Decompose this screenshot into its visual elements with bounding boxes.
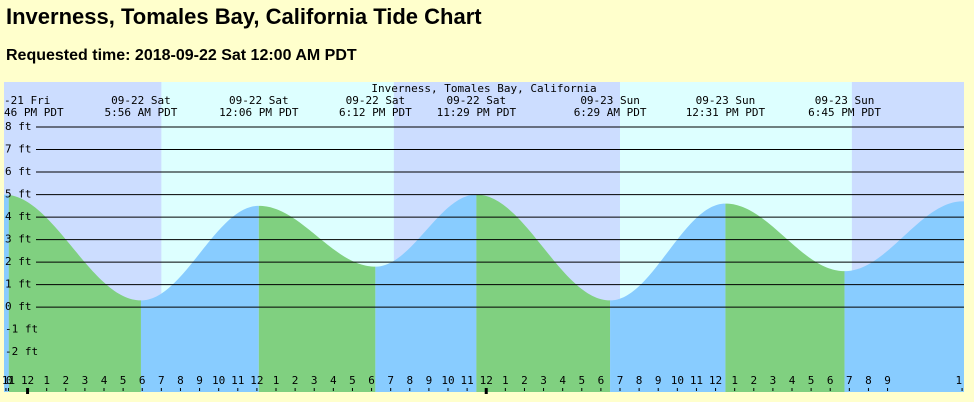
page-title: Inverness, Tomales Bay, California Tide … (6, 4, 482, 29)
y-tick-label: 6 ft (5, 165, 32, 178)
extremum-day-label: 09-23 Sun (815, 94, 875, 107)
x-tick-label: 12 (480, 374, 493, 387)
y-tick-label: 1 ft (5, 278, 32, 291)
tide-area-segment-2 (140, 205, 259, 392)
x-tick-label: 9 (426, 374, 433, 387)
x-tick-label: 3 (770, 374, 777, 387)
x-tick-label: 1 (502, 374, 509, 387)
extremum-time-label: 46 PM PDT (4, 106, 64, 119)
tide-area-segment-5 (476, 194, 611, 392)
x-tick-label: 10 (441, 374, 454, 387)
x-tick-label: 2 (292, 374, 299, 387)
extremum-time-label: 5:56 AM PDT (105, 106, 178, 119)
x-tick-label: 7 (846, 374, 853, 387)
x-tick-label: 12 (709, 374, 722, 387)
y-tick-label: 2 ft (5, 255, 32, 268)
x-tick-label: 11 (231, 374, 244, 387)
extremum-day-label: 09-23 Sun (580, 94, 640, 107)
x-tick-label: 10 (212, 374, 225, 387)
x-tick-label: 8 (865, 374, 872, 387)
extremum-time-label: 12:31 PM PDT (686, 106, 766, 119)
x-tick-label: 4 (559, 374, 566, 387)
x-tick-label: 5 (120, 374, 127, 387)
x-tick-label: 12 (21, 374, 34, 387)
extremum-time-label: 11:29 PM PDT (437, 106, 517, 119)
y-tick-label: -1 ft (5, 323, 38, 336)
tide-area-segment-1 (8, 194, 141, 392)
x-tick-label: 9 (884, 374, 891, 387)
x-tick-label: 5 (349, 374, 356, 387)
x-tick-label: 0 (6, 374, 13, 387)
requested-time: Requested time: 2018-09-22 Sat 12:00 AM … (6, 47, 357, 64)
x-tick-label: 11 (460, 374, 473, 387)
x-tick-label: 8 (406, 374, 413, 387)
x-tick-label: 6 (598, 374, 605, 387)
extremum-time-label: 6:12 PM PDT (339, 106, 412, 119)
tide-area-segment-4 (375, 194, 477, 392)
x-tick-label: 3 (311, 374, 318, 387)
x-tick-label: 4 (789, 374, 796, 387)
tide-area-segment-0 (4, 194, 9, 392)
x-tick-label: 3 (82, 374, 89, 387)
x-tick-label: 1 (273, 374, 280, 387)
x-tick-label: 12 (250, 374, 263, 387)
extremum-time-label: 6:29 AM PDT (574, 106, 647, 119)
chart-title: Inverness, Tomales Bay, California (371, 82, 596, 95)
x-tick-label: 11 (690, 374, 703, 387)
x-tick-label: 8 (177, 374, 184, 387)
x-tick-label: 1 (731, 374, 738, 387)
x-tick-label: 1 (955, 374, 962, 387)
tide-area-segment-8 (844, 201, 964, 392)
x-tick-label: 9 (196, 374, 203, 387)
x-tick-label: 7 (158, 374, 165, 387)
x-tick-label: 8 (636, 374, 643, 387)
x-tick-label: 9 (655, 374, 662, 387)
x-tick-label: 11 (2, 374, 15, 387)
y-tick-label: 8 ft (5, 120, 32, 133)
x-tick-label: 2 (62, 374, 69, 387)
x-tick-label: 5 (578, 374, 585, 387)
x-tick-label: 10 (671, 374, 684, 387)
tide-area-segment-3 (258, 205, 376, 392)
x-tick-label: 3 (540, 374, 547, 387)
extremum-time-label: 12:06 PM PDT (219, 106, 299, 119)
y-tick-label: 5 ft (5, 188, 32, 201)
x-tick-label: 2 (521, 374, 528, 387)
x-tick-label: 7 (387, 374, 394, 387)
extremum-day-label: 09-23 Sun (696, 94, 756, 107)
extremum-day-label: -21 Fri (4, 94, 50, 107)
y-tick-label: 7 ft (5, 143, 32, 156)
x-tick-label: 6 (827, 374, 834, 387)
x-tick-label: 1 (43, 374, 50, 387)
y-tick-label: 0 ft (5, 300, 32, 313)
tide-area-segment-6 (610, 203, 726, 392)
x-tick-label: 2 (750, 374, 757, 387)
tide-area-segment-7 (725, 203, 845, 392)
x-tick-label: 4 (101, 374, 108, 387)
y-tick-label: -2 ft (5, 345, 38, 358)
x-tick-label: 7 (617, 374, 624, 387)
y-tick-label: 4 ft (5, 210, 32, 223)
x-tick-label: 6 (368, 374, 375, 387)
y-tick-label: 3 ft (5, 233, 32, 246)
extremum-day-label: 09-22 Sat (447, 94, 507, 107)
x-tick-label: 4 (330, 374, 337, 387)
extremum-time-label: 6:45 PM PDT (808, 106, 881, 119)
x-tick-label: 5 (808, 374, 815, 387)
extremum-day-label: 09-22 Sat (111, 94, 171, 107)
x-tick-label: 6 (139, 374, 146, 387)
extremum-day-label: 09-22 Sat (229, 94, 289, 107)
extremum-day-label: 09-22 Sat (346, 94, 406, 107)
